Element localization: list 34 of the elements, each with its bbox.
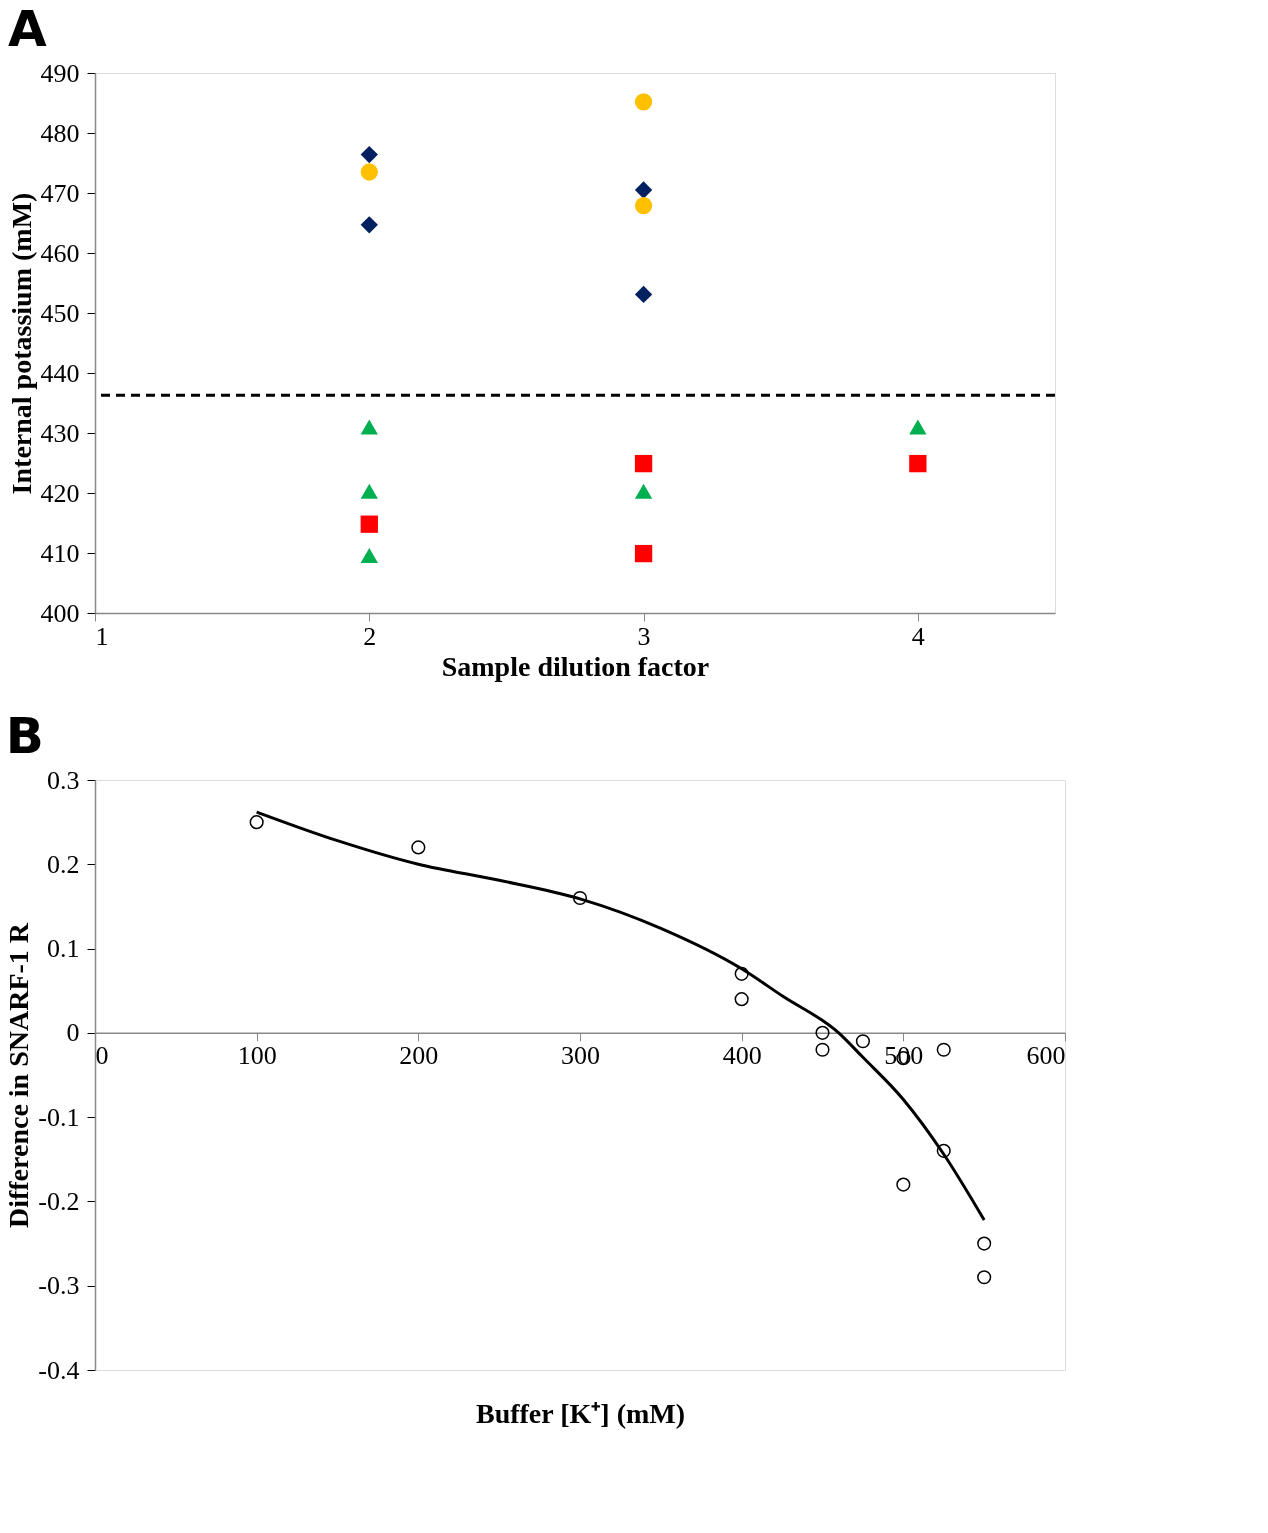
y-tick-label: 450 — [40, 298, 80, 328]
y-tick-label: -0.4 — [38, 1355, 80, 1385]
x-tick-label: 400 — [722, 1041, 762, 1071]
y-tick-label: 460 — [40, 238, 80, 268]
x-tick-label: 1 — [95, 621, 109, 651]
y-tick-label: 420 — [40, 478, 80, 508]
y-tick-label: 0.3 — [47, 765, 80, 795]
y-axis-title: Difference in SNARF-1 R — [3, 922, 35, 1229]
y-tick-label: -0.1 — [38, 1102, 80, 1132]
x-axis-title: Sample dilution factor — [441, 650, 710, 682]
y-tick-label: 470 — [40, 178, 80, 208]
x-tick-label: 100 — [237, 1041, 277, 1071]
y-tick-label: 0.2 — [47, 849, 80, 879]
y-tick-label: 440 — [40, 358, 80, 388]
chart-title: A — [8, 0, 47, 58]
x-tick-label: 3 — [637, 621, 651, 651]
y-axis-title: Internal potassium (mM) — [5, 192, 37, 495]
x-axis-title: Buffer [K⁺] (mM) — [475, 1397, 686, 1429]
y-tick-label: -0.3 — [38, 1271, 80, 1301]
y-tick-label: 400 — [40, 598, 80, 628]
x-tick-label: 2 — [363, 621, 377, 651]
x-tick-label: 0 — [95, 1041, 109, 1071]
x-tick-label: 200 — [399, 1041, 439, 1071]
y-tick-label: 0 — [66, 1018, 80, 1048]
chart-title: B — [5, 707, 44, 765]
x-tick-label: 300 — [561, 1041, 600, 1071]
y-tick-label: 490 — [40, 58, 80, 88]
y-tick-label: -0.2 — [38, 1186, 80, 1216]
y-tick-label: 410 — [40, 538, 80, 568]
y-tick-label: 430 — [40, 418, 80, 448]
x-tick-label: 600 — [1026, 1041, 1066, 1071]
y-tick-label: 0.1 — [47, 934, 80, 964]
x-tick-label: 4 — [911, 621, 925, 651]
y-tick-label: 480 — [40, 118, 80, 148]
